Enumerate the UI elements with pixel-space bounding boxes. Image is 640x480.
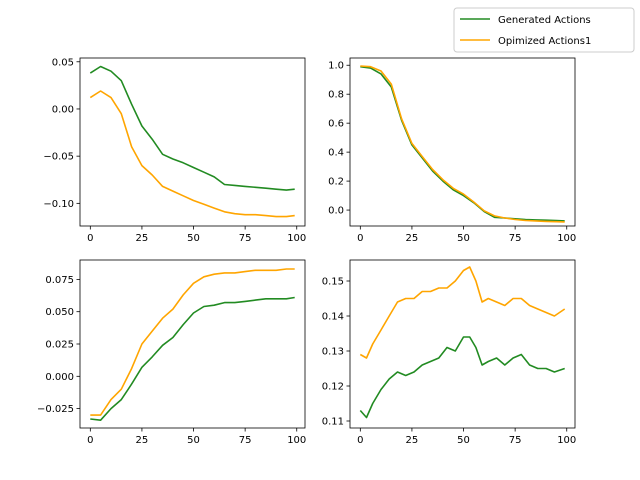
y-tick-label: 0.00 (52, 104, 74, 115)
x-tick-label: 50 (457, 435, 470, 446)
x-tick-label: 25 (406, 435, 419, 446)
x-tick-label: 25 (406, 233, 419, 244)
series-line-optimized (90, 268, 295, 416)
y-tick-label: 0.025 (45, 340, 74, 351)
y-tick-label: 0.11 (322, 417, 344, 428)
subplot-2: 0 25 50 75 100 0.0 0.2 0.4 0.6 0.8 1.0 (328, 57, 576, 244)
y-tick-label: 0.000 (45, 372, 74, 383)
series-line-optimized (360, 65, 565, 223)
x-tick-label: 50 (457, 233, 470, 244)
x-tick-label: 100 (287, 233, 306, 244)
x-tick-label: 0 (87, 435, 93, 446)
y-tick-label: 0.15 (322, 277, 344, 288)
x-tick-label: 75 (509, 233, 522, 244)
x-tick-label: 50 (187, 435, 200, 446)
subplot-4: 0 25 50 75 100 0.11 0.12 0.13 0.14 0.15 (322, 259, 576, 446)
y-tick-label: 0.6 (328, 119, 344, 130)
legend-label-optimized: Opimized Actions1 (498, 36, 591, 47)
axes-frame (79, 57, 306, 227)
legend-label-generated: Generated Actions (498, 15, 591, 26)
axes-frame (349, 259, 576, 429)
y-tick-label: 0.2 (328, 177, 344, 188)
series-line-generated (89, 65, 295, 191)
x-tick-label: 50 (187, 233, 200, 244)
series-line-optimized (359, 266, 566, 359)
y-tick-label: −0.025 (37, 404, 74, 415)
x-tick-label: 0 (357, 435, 363, 446)
x-tick-label: 75 (239, 233, 252, 244)
y-tick-label: 0.050 (45, 307, 74, 318)
y-tick-label: 0.075 (45, 275, 74, 286)
series-line-generated (90, 296, 295, 422)
x-tick-label: 0 (357, 233, 363, 244)
y-tick-label: 0.8 (328, 90, 344, 101)
y-tick-label: 0.0 (328, 206, 344, 217)
x-tick-label: 75 (239, 435, 252, 446)
y-tick-label: −0.10 (43, 199, 74, 210)
y-tick-label: 0.13 (322, 347, 344, 358)
legend-frame (453, 7, 635, 53)
x-tick-label: 100 (557, 435, 576, 446)
y-tick-label: 0.4 (328, 148, 344, 159)
x-tick-label: 0 (87, 233, 93, 244)
y-tick-label: 0.14 (322, 312, 344, 323)
subplot-3: 0 25 50 75 100 −0.025 0.000 0.025 0.050 0.075 (37, 259, 306, 446)
y-tick-label: 0.05 (52, 57, 74, 68)
y-tick-label: 1.0 (328, 61, 344, 72)
y-tick-label: −0.05 (43, 152, 74, 163)
y-tick-label: 0.12 (322, 382, 344, 393)
x-tick-label: 100 (287, 435, 306, 446)
x-tick-label: 75 (509, 435, 522, 446)
subplot-1: 0 25 50 75 100 −0.10 −0.05 0.00 0.05 (43, 57, 306, 244)
legend: Generated Actions Opimized Actions1 (453, 7, 635, 53)
subplots: 0 25 50 75 100−0.10−0.050.000.050 25 50 75 1000.… (37, 57, 576, 446)
x-tick-label: 25 (136, 233, 149, 244)
axes-frame (349, 57, 576, 227)
series-line-optimized (89, 90, 295, 218)
x-tick-label: 25 (136, 435, 149, 446)
series-line-generated (359, 336, 565, 419)
x-tick-label: 100 (557, 233, 576, 244)
